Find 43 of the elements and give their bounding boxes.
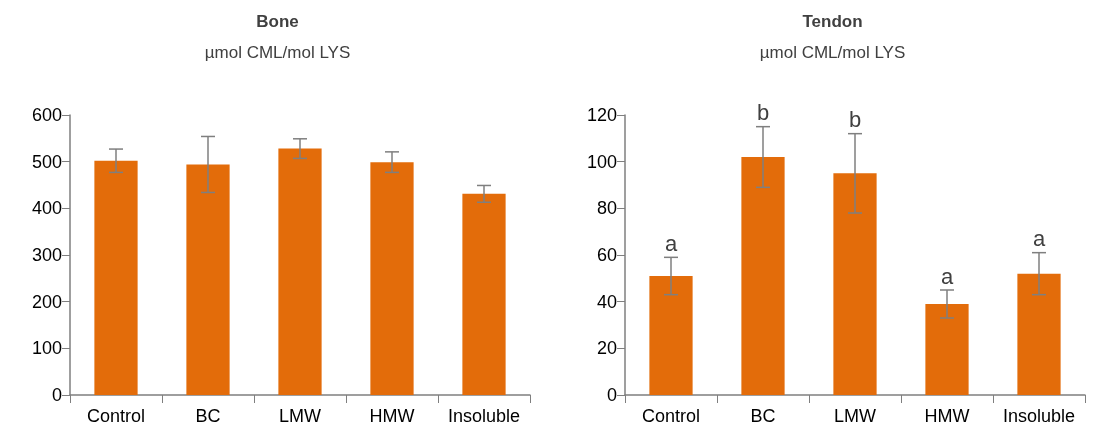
bar xyxy=(278,148,322,395)
x-tick-label: Insoluble xyxy=(447,406,521,426)
y-tick-label: 0 xyxy=(51,385,62,405)
bar xyxy=(741,157,785,395)
x-tick-label: BC xyxy=(750,406,776,426)
x-tick-label: BC xyxy=(195,406,221,426)
chart-title: Bone xyxy=(256,12,299,31)
chart-subtitle: µmol CML/mol LYS xyxy=(759,43,906,62)
bar xyxy=(1017,273,1061,395)
y-tick-label: 400 xyxy=(31,198,62,219)
annotation: a xyxy=(940,263,954,289)
annotation: b xyxy=(756,100,770,126)
bar xyxy=(649,276,693,395)
y-tick-label: 500 xyxy=(31,151,62,172)
annotation: b xyxy=(848,107,862,133)
bar xyxy=(833,173,877,395)
chart-title: Tendon xyxy=(802,12,863,31)
x-tick-label: Control xyxy=(641,406,701,426)
y-tick-label: 0 xyxy=(606,385,617,405)
x-tick-label: Insoluble xyxy=(1002,406,1076,426)
y-tick-label: 100 xyxy=(31,338,62,359)
annotation: a xyxy=(664,230,678,256)
bar xyxy=(186,164,230,395)
annotation: a xyxy=(1032,226,1046,252)
bar xyxy=(462,193,506,395)
y-tick-label: 100 xyxy=(586,151,617,172)
y-tick-label: 200 xyxy=(31,291,62,312)
x-tick-label: LMW xyxy=(279,406,321,426)
y-tick-label: 600 xyxy=(31,105,62,125)
y-tick-label: 300 xyxy=(31,245,62,265)
x-tick-label: HMW xyxy=(924,406,970,426)
y-tick-label: 80 xyxy=(596,198,617,219)
bar xyxy=(94,160,138,395)
bar xyxy=(370,162,414,395)
x-tick-label: Control xyxy=(86,406,146,426)
y-tick-label: 20 xyxy=(596,338,617,359)
chart-subtitle: µmol CML/mol LYS xyxy=(204,43,351,62)
x-tick-label: LMW xyxy=(834,406,876,426)
y-tick-label: 40 xyxy=(596,291,617,312)
x-tick-label: HMW xyxy=(369,406,415,426)
y-tick-label: 60 xyxy=(596,245,617,265)
bar xyxy=(925,304,969,395)
y-tick-label: 120 xyxy=(586,105,617,125)
